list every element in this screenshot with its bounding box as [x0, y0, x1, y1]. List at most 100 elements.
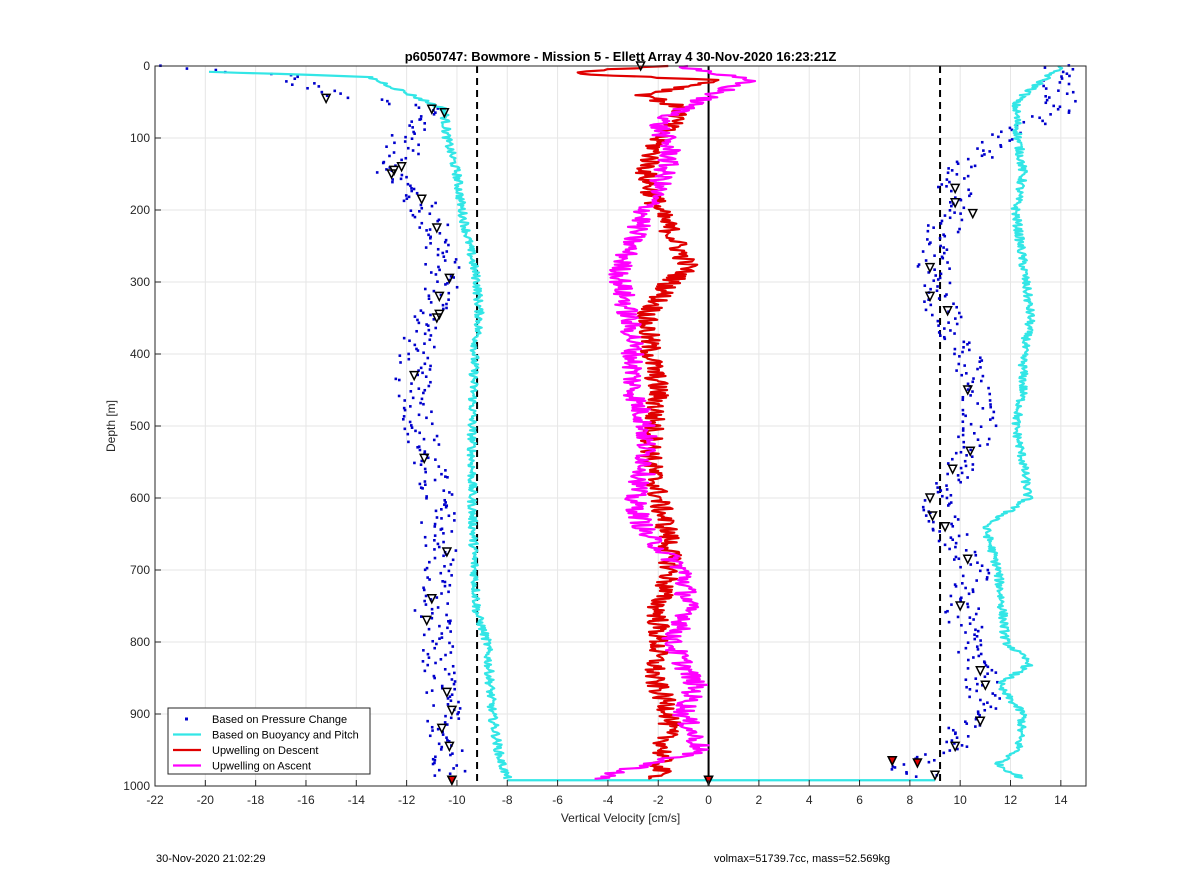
- pressure-point: [447, 291, 451, 295]
- pressure-point: [968, 687, 972, 691]
- pressure-point: [444, 653, 447, 657]
- pressure-point: [448, 622, 452, 625]
- pressure-point: [419, 203, 423, 207]
- x-tick-label: 10: [954, 793, 968, 807]
- pressure-point: [448, 695, 452, 698]
- pressure-point: [391, 178, 394, 181]
- pressure-point: [432, 318, 436, 321]
- pressure-point: [431, 612, 434, 615]
- pressure-point: [433, 534, 437, 537]
- triangle-marker: [446, 705, 458, 717]
- pressure-point: [442, 307, 445, 311]
- pressure-point: [446, 626, 449, 630]
- pressure-point: [955, 160, 959, 164]
- pressure-point: [444, 501, 447, 504]
- markers: [320, 61, 991, 786]
- pressure-point: [434, 273, 438, 276]
- pressure-point: [994, 424, 998, 428]
- pressure-point: [290, 83, 294, 86]
- pressure-point: [954, 585, 958, 588]
- pressure-point: [446, 738, 449, 742]
- red-triangle-marker: [912, 758, 923, 769]
- pressure-point: [403, 140, 407, 143]
- pressure-point: [443, 259, 447, 262]
- y-axis-label: Depth [m]: [104, 400, 118, 452]
- pressure-point: [936, 285, 939, 288]
- pressure-point: [1061, 70, 1065, 74]
- pressure-point: [443, 503, 446, 506]
- pressure-point: [976, 712, 980, 715]
- pressure-point: [451, 664, 455, 668]
- pressure-point: [428, 578, 431, 581]
- pressure-point: [433, 758, 437, 762]
- pressure-point: [948, 281, 952, 285]
- pressure-point: [437, 265, 440, 269]
- triangle-marker: [444, 273, 455, 285]
- pressure-point: [890, 768, 894, 771]
- triangle-marker: [927, 511, 938, 522]
- pressure-point: [1008, 126, 1012, 130]
- legend: Based on Pressure Change Based on Buoyanc…: [167, 707, 371, 775]
- pressure-point: [417, 387, 421, 390]
- triangle-marker: [942, 306, 953, 317]
- pressure-point: [998, 697, 1002, 700]
- pressure-point: [433, 676, 436, 680]
- pressure-point: [954, 196, 957, 199]
- pressure-point: [914, 775, 918, 778]
- pressure-point: [418, 226, 422, 229]
- y-tick-label: 1000: [123, 779, 150, 793]
- pressure-point: [447, 514, 451, 518]
- pressure-point: [430, 607, 434, 611]
- pressure-point: [923, 284, 927, 287]
- pressure-point: [950, 603, 953, 606]
- pressure-point: [448, 772, 452, 776]
- pressure-point: [428, 560, 431, 564]
- pressure-point: [980, 625, 984, 629]
- pressure-point: [979, 643, 983, 647]
- pressure-point: [1044, 87, 1048, 90]
- triangle-marker: [949, 741, 961, 753]
- x-tick-label: 14: [1054, 793, 1068, 807]
- pressure-point: [440, 632, 444, 635]
- pressure-point: [976, 682, 979, 686]
- pressure-point: [339, 92, 342, 95]
- x-tick-label: -8: [502, 793, 513, 807]
- pressure-point: [968, 194, 971, 198]
- pressure-point: [962, 445, 966, 449]
- pressure-point: [411, 396, 415, 400]
- footer-info: volmax=51739.7cc, mass=52.569kg: [714, 853, 891, 865]
- pressure-point: [427, 656, 431, 659]
- pressure-point: [926, 238, 929, 241]
- pressure-point: [431, 757, 435, 761]
- triangle-marker: [441, 547, 453, 558]
- pressure-point: [428, 734, 432, 738]
- pressure-point: [950, 189, 953, 193]
- pressure-point: [971, 463, 975, 466]
- pressure-point: [936, 278, 940, 281]
- pressure-point: [444, 238, 448, 242]
- pressure-point: [432, 113, 436, 116]
- pressure-point: [963, 364, 966, 367]
- pressure-point: [434, 201, 437, 205]
- pressure-point: [965, 533, 969, 536]
- pressure-point: [407, 440, 410, 444]
- pressure-point: [440, 517, 443, 520]
- triangle-marker: [967, 208, 978, 220]
- x-tick-label: -20: [197, 793, 215, 807]
- pressure-point: [960, 218, 964, 222]
- pressure-point: [421, 371, 424, 375]
- pressure-point: [1030, 115, 1034, 118]
- pressure-point: [968, 622, 972, 625]
- pressure-point: [1008, 139, 1012, 142]
- pressure-point: [956, 474, 960, 477]
- pressure-point: [979, 366, 982, 369]
- pressure-point: [423, 388, 427, 392]
- pressure-point: [929, 287, 932, 291]
- pressure-point: [921, 505, 925, 509]
- pressure-point: [429, 301, 433, 304]
- pressure-point: [966, 174, 970, 178]
- pressure-point: [976, 710, 980, 714]
- pressure-point: [388, 154, 391, 158]
- pressure-point: [971, 390, 974, 393]
- pressure-point: [958, 227, 961, 231]
